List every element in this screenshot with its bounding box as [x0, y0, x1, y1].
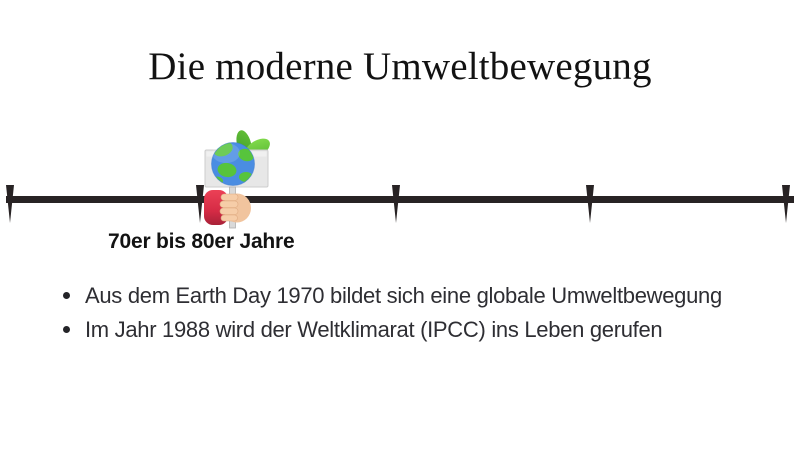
- page-title: Die moderne Umweltbewegung: [148, 45, 652, 88]
- timeline-bar: [6, 196, 794, 203]
- list-item: Aus dem Earth Day 1970 bildet sich eine …: [62, 279, 722, 313]
- timeline-tick: [585, 185, 594, 223]
- bullet-text: Aus dem Earth Day 1970 bildet sich eine …: [85, 283, 722, 308]
- timeline-tick: [391, 185, 400, 223]
- bullet-icon: [63, 326, 70, 333]
- list-item: Im Jahr 1988 wird der Weltklimarat (IPCC…: [62, 313, 722, 347]
- bullet-list: Aus dem Earth Day 1970 bildet sich eine …: [62, 279, 722, 347]
- timeline-tick: [5, 185, 14, 223]
- timeline-tick: [195, 185, 204, 223]
- hand-holding-earth-sign-icon: [204, 130, 270, 229]
- bullet-text: Im Jahr 1988 wird der Weltklimarat (IPCC…: [85, 317, 663, 342]
- timeline-tick: [781, 185, 790, 223]
- bullet-icon: [63, 292, 70, 299]
- timeline-event-label: 70er bis 80er Jahre: [108, 230, 295, 253]
